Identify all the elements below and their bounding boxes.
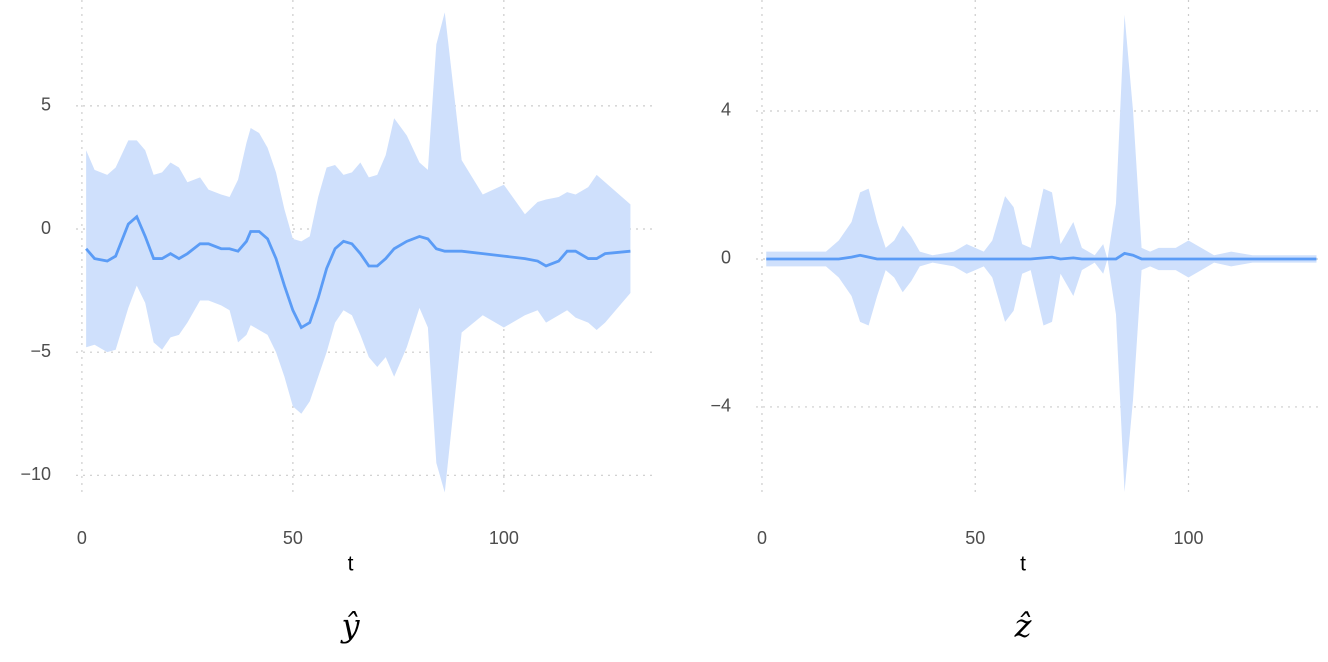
y-tick-label: 0: [41, 218, 51, 238]
x-tick-label: 50: [283, 528, 303, 548]
y-tick-label: 0: [721, 248, 731, 268]
x-tick-label: 100: [489, 528, 519, 548]
confidence-band: [766, 14, 1317, 493]
x-tick-label: 50: [965, 528, 985, 548]
y-tick-label: 5: [41, 95, 51, 115]
y-tick-label: 4: [721, 100, 731, 120]
x-tick-label: 0: [77, 528, 87, 548]
x-tick-label: 0: [757, 528, 767, 548]
mean-line: [85, 214, 631, 330]
y-tick-label: −5: [30, 341, 51, 361]
chart-title: ẑ: [1014, 607, 1033, 645]
mean-line: [766, 251, 1317, 261]
x-axis-label: t: [348, 553, 354, 576]
chart-title: ŷ: [339, 607, 360, 645]
y-tick-label: −10: [20, 464, 51, 484]
y-tick-label: −4: [710, 396, 731, 416]
x-axis-label: t: [1020, 553, 1026, 576]
x-tick-label: 100: [1173, 528, 1203, 548]
